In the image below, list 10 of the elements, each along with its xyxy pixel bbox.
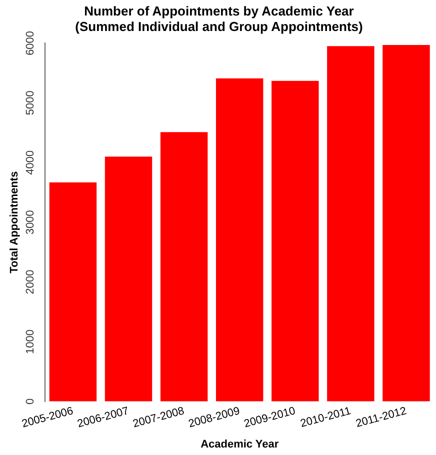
y-tick-label: 0 <box>24 398 37 404</box>
y-tick-label: 1000 <box>24 329 37 354</box>
chart-title: Number of Appointments by Academic Year (Summed Individual and Group Appointments) <box>75 3 363 34</box>
x-axis-title: Academic Year <box>200 438 280 450</box>
y-axis-title: Total Appointments <box>8 171 21 274</box>
y-tick-label: 2000 <box>24 270 37 294</box>
y-tick-label: 6000 <box>24 30 37 56</box>
y-tick-label: 5000 <box>24 90 37 116</box>
y-tick-label: 3000 <box>24 210 37 235</box>
y-tick-label: 4000 <box>24 150 37 175</box>
